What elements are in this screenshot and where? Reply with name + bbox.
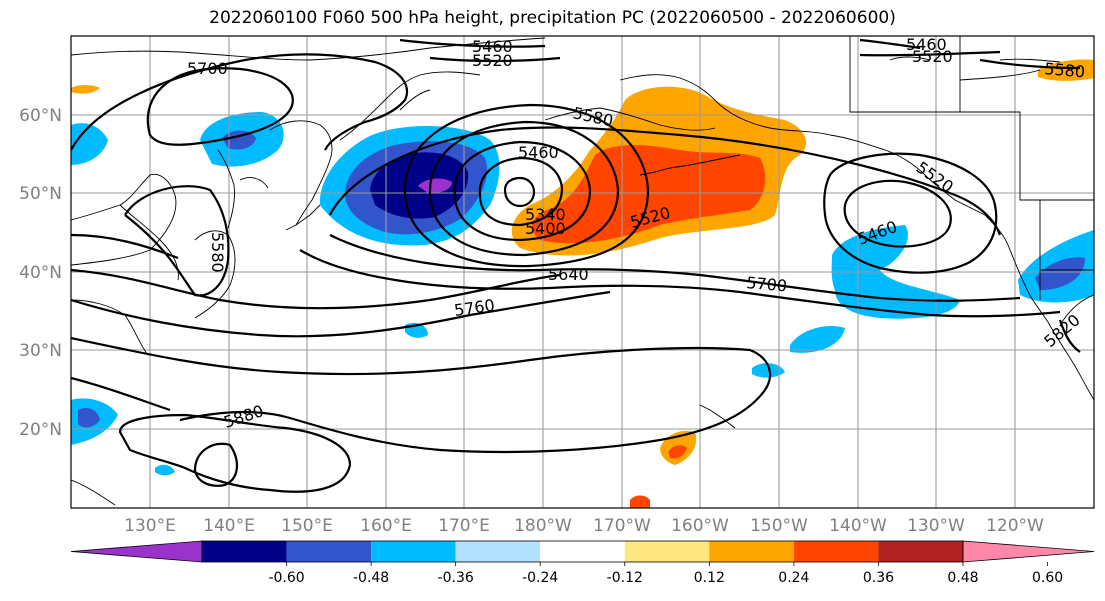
contour-label: 5700: [746, 273, 788, 295]
contour-label: 5400: [525, 219, 566, 238]
contour-label: 5700: [187, 59, 228, 78]
contour-label: 5340: [525, 205, 566, 224]
lon-label: 150°E: [281, 516, 333, 536]
negative-anomaly-shading: [71, 112, 1094, 476]
colorbar-tick-label: 0.24: [778, 570, 809, 586]
colorbar-tick-label: -0.36: [438, 570, 474, 586]
colorbar-tick-label: 0.48: [947, 570, 978, 586]
contour-label: 5520: [912, 47, 953, 66]
map-frame: [70, 35, 1095, 509]
lon-label: 180°W: [514, 516, 572, 536]
colorbar-tick-label: -0.48: [353, 570, 389, 586]
graticule: [71, 36, 1094, 508]
colorbar-tick-label: 0.36: [863, 570, 894, 586]
contour-label: 5520: [472, 51, 513, 70]
colorbar-segment: [793, 541, 879, 562]
map-title: 2022060100 F060 500 hPa height, precipit…: [209, 8, 896, 28]
colorbar-tick-label: -0.12: [607, 570, 643, 586]
lat-label: 40°N: [19, 263, 62, 283]
colorbar: -0.60 -0.48 -0.36 -0.24 -0.12 0.12 0.24 0.36 0.4…: [70, 540, 1095, 586]
lat-label: 30°N: [19, 341, 62, 361]
contour-label: 5460: [906, 35, 947, 54]
lon-label: 160°W: [671, 516, 729, 536]
height-contours: [71, 38, 1081, 493]
colorbar-extend-high: [962, 540, 1095, 563]
lon-label: 130°E: [124, 516, 176, 536]
colorbar-frame: [201, 540, 964, 563]
colorbar-tick-label: -0.24: [522, 570, 558, 586]
contour-label: 5580: [208, 232, 227, 273]
contour-label: 5640: [548, 265, 589, 284]
colorbar-segment: [371, 541, 456, 562]
lon-label: 120°W: [986, 516, 1044, 536]
lon-label: 130°W: [907, 516, 965, 536]
lon-label: 170°W: [593, 516, 651, 536]
colorbar-segment: [540, 541, 625, 562]
colorbar-extend-low: [70, 540, 203, 563]
colorbar-segment: [709, 541, 794, 562]
lat-label: 60°N: [19, 106, 62, 126]
latitude-labels: 60°N 50°N 40°N 30°N 20°N: [19, 106, 62, 440]
lon-label: 170°E: [438, 516, 490, 536]
contour-label: 5460: [472, 37, 513, 56]
longitude-labels: 130°E 140°E 150°E 160°E 170°E 180°W 170°…: [124, 516, 1044, 536]
contour-label: 5460: [518, 143, 559, 162]
lon-label: 140°E: [203, 516, 255, 536]
lat-label: 20°N: [19, 420, 62, 440]
colorbar-tick-label: -0.60: [268, 570, 304, 586]
colorbar-segment: [455, 541, 541, 562]
lat-label: 50°N: [19, 184, 62, 204]
colorbar-tick-label: 0.60: [1032, 570, 1063, 586]
colorbar-segment: [878, 541, 963, 562]
map-panel: 5460 5520 5700 5580 5460 5520 5580 5520 …: [71, 35, 1094, 508]
colorbar-segment: [202, 541, 287, 562]
contour-label: 5580: [1044, 59, 1086, 81]
lon-label: 140°W: [829, 516, 887, 536]
colorbar-segment: [286, 541, 372, 562]
colorbar-tick-label: 0.12: [694, 570, 725, 586]
lon-label: 160°E: [360, 516, 412, 536]
colorbar-segment: [624, 541, 710, 562]
lon-label: 150°W: [750, 516, 808, 536]
